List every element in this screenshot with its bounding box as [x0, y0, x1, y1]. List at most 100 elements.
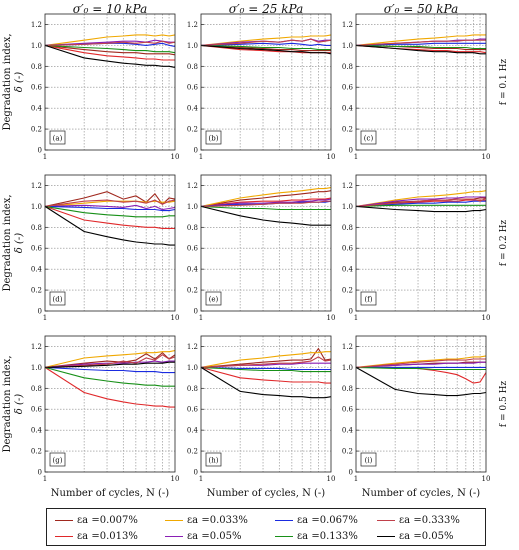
- series-line: [44, 44, 175, 61]
- y-tick-label: 0: [38, 147, 42, 155]
- panel-label-box: [360, 452, 377, 467]
- legend-item: εa =0.133%: [275, 529, 358, 543]
- series-line: [200, 205, 331, 226]
- legend-item: εa =0.007%: [55, 513, 138, 527]
- panel-label: (f): [364, 296, 372, 304]
- legend-label: εa =0.013%: [77, 530, 138, 542]
- row-label: f = 0.5 Hz: [499, 381, 509, 428]
- y-tick-label: 0.2: [342, 126, 353, 134]
- panel-label-box: [360, 291, 377, 306]
- y-tick-label: 0: [38, 308, 42, 316]
- x-axis-label: Number of cycles, N (-): [362, 488, 481, 499]
- plot-frame: [44, 174, 176, 312]
- panel-label: (d): [53, 296, 63, 304]
- series-line: [200, 198, 332, 207]
- series-line: [355, 358, 486, 368]
- series-line: [355, 196, 486, 207]
- x-tick-label: 10: [171, 314, 180, 322]
- legend-swatch: [275, 535, 293, 537]
- panel-label: (h): [209, 457, 219, 465]
- y-tick-label: 0.6: [187, 84, 199, 92]
- y-tick-label: 0.6: [187, 245, 199, 253]
- y-tick-label: 0.4: [31, 427, 43, 435]
- plot-frame: [200, 174, 332, 312]
- x-tick-label: 1: [199, 314, 203, 322]
- plot-frame: [355, 335, 487, 473]
- series-line: [200, 366, 332, 399]
- y-axis-label: Degradation index,: [2, 194, 13, 291]
- series-line: [44, 350, 176, 368]
- column-title: σ′₀ = 50 kPa: [384, 2, 458, 16]
- series-line: [44, 191, 176, 207]
- series-line: [355, 197, 487, 207]
- y-tick-label: 1.2: [342, 21, 353, 29]
- y-axis-label: Degradation index,: [2, 355, 13, 452]
- series-line: [200, 44, 331, 52]
- panel-label: (a): [53, 135, 63, 143]
- panel-label-box: [205, 452, 222, 467]
- y-tick-label: 0.6: [31, 84, 43, 92]
- series-line: [200, 44, 331, 51]
- y-tick-label: 1.2: [187, 21, 198, 29]
- series-line: [44, 34, 176, 46]
- plot-frame: [355, 13, 487, 151]
- y-tick-label: 0.2: [342, 448, 353, 456]
- series-line: [44, 44, 176, 54]
- y-axis-label: δ (-): [14, 394, 25, 414]
- legend-label: εa =0.05%: [399, 530, 454, 542]
- legend-item: εa =0.013%: [55, 529, 138, 543]
- y-tick-label: 0.4: [31, 105, 43, 113]
- series-line: [355, 34, 486, 46]
- y-tick-label: 0.2: [31, 126, 42, 134]
- panel-label-box: [49, 130, 66, 145]
- y-tick-label: 0.6: [342, 245, 354, 253]
- panel-label-box: [205, 291, 222, 306]
- legend-label: εa =0.067%: [297, 514, 358, 526]
- series-line: [355, 366, 486, 371]
- series-line: [200, 366, 331, 373]
- x-tick-label: 1: [43, 475, 47, 483]
- y-tick-label: 1.0: [187, 42, 198, 50]
- plot-frame: [200, 13, 332, 151]
- legend-swatch: [377, 519, 395, 521]
- y-tick-label: 0.4: [187, 105, 199, 113]
- y-tick-label: 0: [349, 147, 353, 155]
- series-line: [200, 200, 331, 207]
- y-tick-label: 0: [194, 147, 198, 155]
- series-line: [355, 200, 486, 207]
- x-tick-label: 10: [482, 153, 491, 161]
- legend-label: εa =0.033%: [187, 514, 248, 526]
- series-line: [200, 205, 331, 211]
- y-tick-label: 0.6: [187, 406, 199, 414]
- series-line: [44, 199, 176, 207]
- series-line: [200, 366, 331, 371]
- y-tick-label: 0.4: [342, 427, 354, 435]
- x-tick-label: 1: [354, 475, 358, 483]
- y-tick-label: 1.0: [31, 364, 42, 372]
- plot-frame: [44, 13, 176, 151]
- legend-item: εa =0.067%: [275, 513, 358, 527]
- series-line: [355, 204, 486, 207]
- series-line: [200, 44, 332, 55]
- series-line: [44, 40, 176, 46]
- y-tick-label: 0: [349, 469, 353, 477]
- series-line: [44, 361, 175, 368]
- y-tick-label: 1.0: [342, 203, 353, 211]
- plot-frame: [200, 335, 332, 473]
- series-line: [44, 44, 176, 68]
- series-line: [355, 366, 487, 397]
- y-tick-label: 0.8: [342, 385, 353, 393]
- x-tick-label: 10: [482, 475, 491, 483]
- panel-label: (g): [53, 457, 63, 465]
- y-tick-label: 0: [194, 308, 198, 316]
- series-line: [44, 366, 175, 387]
- x-tick-label: 10: [327, 314, 336, 322]
- panel-label-box: [49, 291, 66, 306]
- series-line: [355, 205, 487, 213]
- legend-swatch: [165, 535, 183, 537]
- y-tick-label: 0.4: [342, 105, 354, 113]
- y-tick-label: 0.6: [31, 406, 43, 414]
- series-line: [44, 366, 175, 408]
- legend-item: εa =0.05%: [377, 529, 453, 543]
- x-tick-label: 1: [43, 314, 47, 322]
